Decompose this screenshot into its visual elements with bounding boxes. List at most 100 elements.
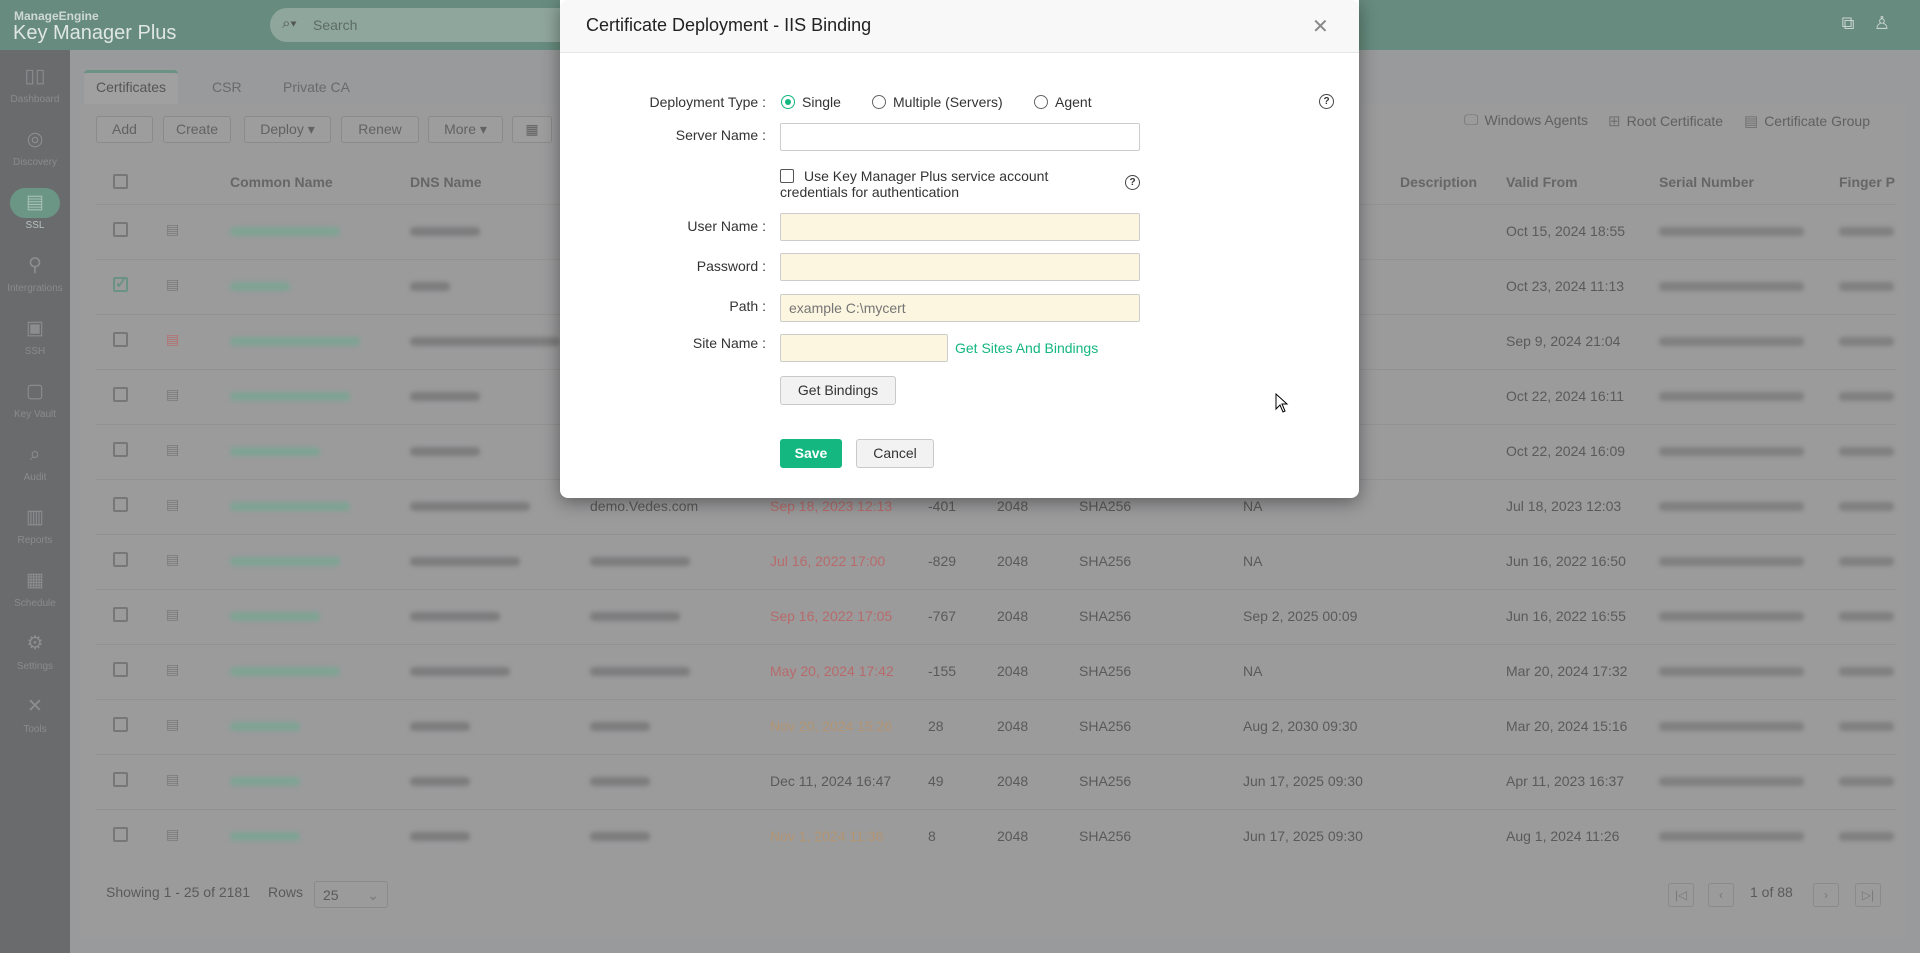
row-checkbox[interactable] (113, 552, 128, 567)
col-serial-number[interactable]: Serial Number (1659, 174, 1754, 190)
common-name-redacted[interactable] (230, 777, 300, 786)
valid-from-cell: Mar 20, 2024 15:16 (1506, 718, 1628, 734)
table-row[interactable]: ▤ Nov 1, 2024 11:36 8 2048 SHA256 Jun 17, 202… (96, 809, 1896, 864)
sidebar-item-discovery[interactable]: ◎ Discovery (0, 119, 70, 179)
sidebar-item-intergrations[interactable]: ⚲ Intergrations (0, 245, 70, 305)
sidebar-item-settings[interactable]: ⚙ Settings (0, 623, 70, 683)
row-checkbox[interactable]: ✓ (113, 275, 128, 292)
first-page-button[interactable]: |◁ (1668, 883, 1694, 907)
radio-agent[interactable] (1034, 95, 1048, 109)
table-row[interactable]: ▤ Jul 16, 2022 17:00 -829 2048 SHA256 NA Jun 1… (96, 534, 1896, 589)
get-sites-and-bindings-link[interactable]: Get Sites And Bindings (955, 340, 1099, 356)
row-checkbox[interactable] (113, 497, 128, 512)
common-name-redacted[interactable] (230, 392, 350, 401)
sidebar-item-key-vault[interactable]: ▢ Key Vault (0, 371, 70, 431)
valid-from-cell: Oct 15, 2024 18:55 (1506, 223, 1626, 239)
service-account-checkbox[interactable] (780, 169, 794, 183)
row-checkbox[interactable] (113, 772, 128, 787)
password-input[interactable] (780, 253, 1140, 281)
dns-name-redacted (410, 557, 520, 566)
col-description[interactable]: Description (1400, 174, 1478, 190)
fingerprint-redacted (1839, 612, 1894, 621)
tab-certificates[interactable]: Certificates (84, 70, 179, 104)
prev-page-button[interactable]: ‹ (1708, 883, 1734, 907)
renew-button[interactable]: Renew (341, 116, 419, 143)
deploy-button[interactable]: Deploy ▾ (244, 116, 331, 143)
common-name-redacted[interactable] (230, 337, 360, 346)
common-name-redacted[interactable] (230, 612, 320, 621)
sidebar-item-ssl[interactable]: ▤ SSL (0, 182, 70, 242)
root-certificate-link[interactable]: ⊞ Root Certificate (1608, 112, 1723, 130)
table-row[interactable]: ▤ Nov 20, 2024 15:26 28 2048 SHA256 Aug 2, 20… (96, 699, 1896, 754)
product-name[interactable]: Key Manager Plus (13, 22, 177, 44)
common-name-redacted[interactable] (230, 227, 340, 236)
col-common-name[interactable]: Common Name (230, 174, 333, 190)
site-name-input[interactable] (780, 334, 948, 362)
user-name-input[interactable] (780, 213, 1140, 241)
iis-binding-dialog: Certificate Deployment - IIS Binding ✕ D… (560, 0, 1359, 498)
cancel-button[interactable]: Cancel (856, 439, 934, 468)
sidebar-item-schedule[interactable]: ▦ Schedule (0, 560, 70, 620)
tab-csr[interactable]: CSR (212, 79, 242, 95)
col-dns-name[interactable]: DNS Name (410, 174, 482, 190)
service-account-label[interactable]: Use Key Manager Plus service account cre… (780, 168, 1049, 200)
server-name-input[interactable] (780, 123, 1140, 151)
row-checkbox[interactable] (113, 387, 128, 402)
windows-agents-link[interactable]: 🖵 Windows Agents (1464, 112, 1588, 129)
table-row[interactable]: ▤ Sep 16, 2022 17:05 -767 2048 SHA256 Sep 2, … (96, 589, 1896, 644)
col-finger-print[interactable]: Finger P (1839, 174, 1896, 190)
radio-multiple-servers[interactable] (872, 95, 886, 109)
common-name-redacted[interactable] (230, 832, 300, 841)
row-checkbox[interactable] (113, 442, 128, 457)
save-button[interactable]: Save (780, 439, 842, 468)
last-page-button[interactable]: ▷| (1855, 883, 1881, 907)
common-name-redacted[interactable] (230, 722, 300, 731)
chat-support-icon[interactable]: ⧉ (1841, 13, 1855, 33)
close-icon[interactable]: ✕ (1312, 16, 1329, 38)
sidebar-item-reports[interactable]: ▥ Reports (0, 497, 70, 557)
search-input[interactable]: Search (313, 17, 358, 33)
radio-single-label[interactable]: Single (802, 94, 841, 110)
sidebar-item-ssh[interactable]: ▣ SSH (0, 308, 70, 368)
help-icon[interactable]: ? (1319, 94, 1334, 109)
server-name-label: Server Name : (675, 127, 766, 143)
sidebar-item-tools[interactable]: ✕ Tools (0, 686, 70, 746)
path-input[interactable] (780, 294, 1140, 322)
create-button[interactable]: Create (163, 116, 231, 143)
certificate-group-link[interactable]: ▤ Certificate Group (1744, 112, 1870, 130)
more-button[interactable]: More ▾ (428, 116, 503, 143)
tab-private-ca[interactable]: Private CA (283, 79, 350, 95)
row-checkbox[interactable] (113, 717, 128, 732)
row-checkbox[interactable] (113, 827, 128, 842)
row-checkbox[interactable] (113, 222, 128, 237)
table-row[interactable]: ▤ Dec 11, 2024 16:47 49 2048 SHA256 Jun 17, 2… (96, 754, 1896, 809)
search-icon[interactable]: ⌕▾ (282, 15, 297, 32)
common-name-redacted[interactable] (230, 447, 320, 456)
san-redacted (590, 667, 690, 676)
user-icon[interactable]: ♙ (1873, 13, 1891, 33)
service-account-help-icon[interactable]: ? (1125, 175, 1140, 190)
common-name-redacted[interactable] (230, 282, 290, 291)
column-settings-icon[interactable]: ▦ (512, 116, 552, 143)
select-all-checkbox[interactable] (113, 174, 128, 189)
col-valid-from[interactable]: Valid From (1506, 174, 1578, 190)
radio-single[interactable] (781, 95, 795, 109)
valid-from-cell: Jun 16, 2022 16:55 (1506, 608, 1626, 624)
table-row[interactable]: ▤ May 20, 2024 17:42 -155 2048 SHA256 NA Mar 2… (96, 644, 1896, 699)
add-button[interactable]: Add (96, 116, 153, 143)
row-checkbox[interactable] (113, 662, 128, 677)
row-checkbox[interactable] (113, 332, 128, 347)
get-bindings-button[interactable]: Get Bindings (780, 376, 896, 405)
common-name-redacted[interactable] (230, 502, 350, 511)
days-left-cell: -155 (928, 663, 957, 679)
radio-multiple-label[interactable]: Multiple (Servers) (893, 94, 1003, 110)
next-page-button[interactable]: › (1813, 883, 1839, 907)
sidebar-item-audit[interactable]: ⌕ Audit (0, 434, 70, 494)
common-name-redacted[interactable] (230, 557, 340, 566)
common-name-redacted[interactable] (230, 667, 340, 676)
row-checkbox[interactable] (113, 607, 128, 622)
radio-agent-label[interactable]: Agent (1055, 94, 1092, 110)
sidebar-item-dashboard[interactable]: ▯▯ Dashboard (0, 56, 70, 116)
rows-per-page-select[interactable]: 25 ⌄ (314, 881, 388, 908)
valid-from-cell: Oct 22, 2024 16:09 (1506, 443, 1626, 459)
